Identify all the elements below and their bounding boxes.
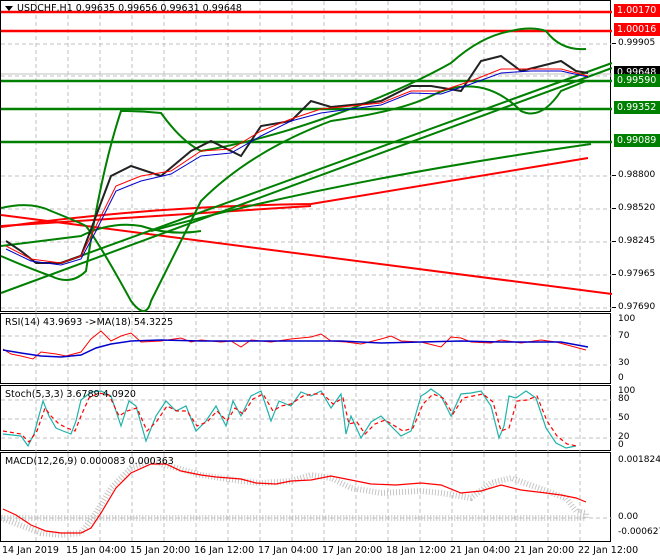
price-scale: 1.00170 1.00016 0.99905 0.99648 0.99590 … [612, 0, 660, 312]
level-tag-3: 0.99590 [614, 74, 660, 87]
level-tag-5: 0.99089 [614, 134, 660, 147]
price-tick: 0.98800 [618, 170, 656, 180]
stoch-scale: 100 80 50 20 0 [618, 386, 636, 450]
stochastic-pane[interactable]: Stoch(5,3,3) 3.6789 4.0920 [0, 385, 612, 452]
price-tick: 0.98520 [618, 203, 656, 213]
price-tick: 0.98245 [618, 236, 656, 246]
level-tag-1: 1.00170 [614, 4, 660, 17]
collapse-triangle-icon[interactable] [5, 6, 13, 11]
macd-scale: 0.001824 0.00 -0.000627 [618, 455, 660, 537]
price-tick: 0.97965 [618, 269, 656, 279]
level-tag-4: 0.99352 [614, 101, 660, 114]
rsi-pane[interactable]: RSI(14) 43.9693 ->MA(18) 54.3225 [0, 313, 612, 385]
chart-title: USDCHF,H1 0.99635 0.99656 0.99631 0.9964… [5, 3, 242, 14]
rsi-scale: 100 70 30 0 [618, 314, 636, 383]
price-tick: 0.99905 [618, 38, 656, 48]
price-tick: 0.97690 [618, 302, 656, 312]
price-chart-canvas [1, 1, 612, 313]
price-chart-pane[interactable]: USDCHF,H1 0.99635 0.99656 0.99631 0.9964… [0, 0, 612, 313]
stoch-title: Stoch(5,3,3) 3.6789 4.0920 [5, 389, 136, 400]
time-axis: 14 Jan 2019 15 Jan 04:00 15 Jan 20:00 16… [2, 545, 639, 556]
rsi-title: RSI(14) 43.9693 ->MA(18) 54.3225 [5, 317, 174, 328]
macd-title: MACD(12,26,9) 0.000083 0.000363 [5, 456, 174, 467]
level-tag-2: 1.00016 [614, 23, 660, 36]
macd-pane[interactable]: MACD(12,26,9) 0.000083 0.000363 [0, 452, 612, 543]
